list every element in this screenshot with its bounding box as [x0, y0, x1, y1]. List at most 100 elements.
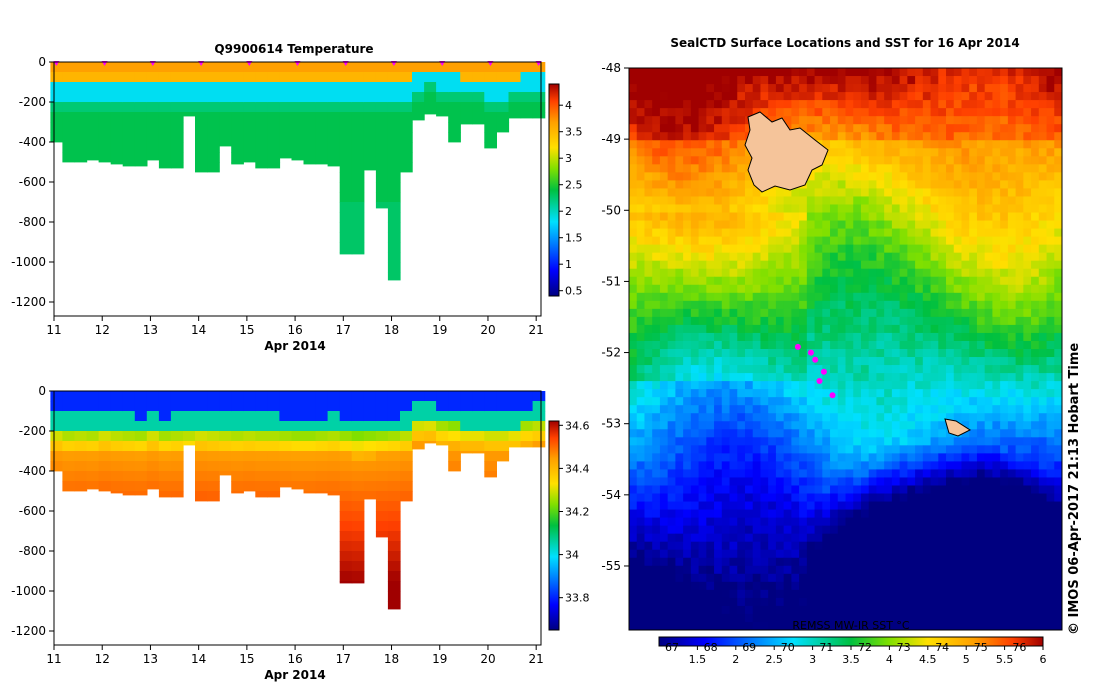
sst-cell — [675, 421, 684, 430]
sst-cell — [799, 493, 808, 503]
sst-cell — [1038, 429, 1048, 438]
x-tick-label: 21 — [529, 652, 544, 666]
sst-cell — [930, 397, 939, 406]
sst-cell — [729, 284, 738, 294]
sst-cell — [775, 236, 785, 246]
sst-cell — [1046, 397, 1055, 406]
sst-cell — [652, 477, 661, 486]
sst-cell — [853, 108, 862, 117]
sst-cell — [969, 349, 978, 358]
temp-cell — [146, 112, 160, 123]
sst-cell — [891, 453, 901, 462]
sst-cell — [915, 429, 924, 438]
sst-cell — [667, 461, 676, 470]
sst-cell — [1031, 493, 1040, 503]
sst-cell — [984, 116, 993, 125]
sst-cell — [845, 501, 854, 511]
sst-cell — [984, 541, 993, 551]
sst-cell — [636, 357, 645, 366]
salinity-cell — [110, 391, 124, 402]
sst-cell — [814, 164, 823, 173]
sst-cell — [876, 581, 885, 591]
sst-cell — [760, 381, 769, 390]
temp-cell — [219, 122, 232, 133]
sst-cell — [876, 485, 885, 495]
sst-cell — [675, 589, 684, 599]
sst-cell — [907, 332, 916, 342]
sst-cell — [667, 276, 676, 286]
sst-cell — [1038, 236, 1048, 246]
sst-cell — [907, 405, 916, 414]
sst-cell — [860, 381, 870, 390]
sst-cell — [969, 437, 978, 446]
sst-cell — [683, 581, 692, 591]
salinity-cell — [110, 491, 124, 494]
temp-cell — [400, 72, 413, 83]
sst-cell — [799, 244, 808, 254]
sst-cell — [884, 300, 893, 310]
salinity-cell — [243, 421, 256, 432]
sst-cell — [946, 557, 955, 567]
sst-cell — [737, 469, 746, 478]
sst-cell — [806, 389, 816, 398]
temp-cell — [363, 162, 377, 171]
sst-cell — [652, 212, 661, 222]
sst-cell — [698, 613, 707, 623]
sst-cell — [737, 389, 746, 398]
sst-cell — [783, 445, 792, 454]
temp-cell — [267, 62, 281, 73]
sst-cell — [791, 613, 800, 623]
sst-cell — [729, 188, 738, 197]
sst-cell — [845, 573, 854, 583]
sst-colorbar-ticks: 1.5 2 2.5 3 3.5 4 4.5 5 5.5 667 68 69 70 71 72 73 74 75 76 — [665, 641, 1047, 666]
temp-xlabel: Apr 2014 — [264, 339, 325, 353]
sst-cell — [1038, 260, 1048, 270]
sst-cell — [806, 421, 816, 430]
sst-cell — [961, 244, 970, 254]
sst-cell — [752, 565, 761, 575]
sst-cell — [884, 621, 893, 631]
sst-cell — [953, 300, 962, 310]
sst-cell — [791, 621, 800, 631]
sst-cell — [961, 324, 970, 334]
sst-cell — [946, 244, 955, 254]
sst-cell — [876, 284, 885, 294]
sst-cell — [783, 220, 792, 230]
temp-cell — [484, 72, 497, 83]
sst-cell — [1000, 397, 1009, 406]
sst-cell — [667, 228, 676, 238]
sst-cell — [922, 573, 932, 583]
y-tick-label: -400 — [19, 135, 46, 149]
sst-cell — [698, 124, 707, 133]
sst-cell — [1000, 357, 1009, 366]
sst-cell — [752, 405, 761, 414]
sst-cell — [853, 244, 862, 254]
sst-cell — [961, 597, 970, 607]
sst-cell — [1007, 292, 1017, 302]
sst-cell — [976, 292, 986, 302]
sst-cell — [629, 268, 638, 278]
temp-cell — [496, 122, 510, 133]
sst-cell — [791, 84, 800, 93]
sst-cell — [953, 485, 962, 495]
sst-cell — [629, 597, 638, 607]
salinity-cell — [412, 391, 425, 402]
sst-cell — [636, 316, 645, 326]
temp-cell — [327, 152, 341, 163]
sst-cell — [938, 300, 947, 310]
sst-cell — [830, 605, 839, 615]
sst-cell — [984, 308, 993, 318]
sst-cell — [775, 260, 785, 270]
sst-cell — [891, 300, 901, 310]
sst-cell — [822, 461, 831, 470]
sst-cell — [706, 613, 715, 623]
sst-cell — [675, 437, 684, 446]
sst-cell — [729, 228, 738, 238]
sst-cell — [969, 172, 978, 181]
sst-cell — [698, 316, 707, 326]
sst-cell — [752, 581, 761, 591]
sst-cell — [1054, 509, 1063, 519]
salinity-cell — [146, 391, 160, 402]
sst-cell — [969, 212, 978, 222]
sst-cell — [760, 533, 769, 543]
